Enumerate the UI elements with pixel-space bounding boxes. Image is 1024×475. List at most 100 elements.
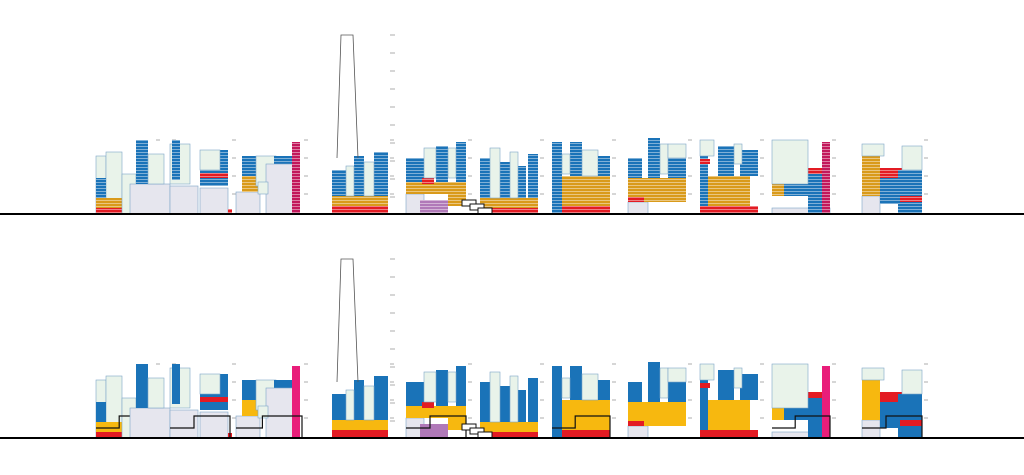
section-block-red [552,430,610,438]
massing-outline [236,415,303,438]
building-group-13 [861,139,928,215]
section-block-gray [199,187,229,215]
hatch-overlay [96,198,122,208]
hatch-overlay [332,206,388,214]
section-block-blue [136,364,148,408]
building-group-8 [480,139,544,214]
section-block-magenta [292,366,300,438]
section-block-gray [265,387,295,439]
hatch-overlay [552,206,610,214]
section-block-mint [147,377,165,409]
section-block-mint [423,371,437,403]
section-block-mint [861,367,885,381]
hatch-overlay [136,140,148,184]
hatch-overlay [552,142,562,214]
section-block-red [700,430,758,438]
section-block-blue [552,366,562,438]
hatch-overlay [456,142,466,182]
hatch-overlay [422,178,434,184]
building-group-3 [169,363,236,439]
section-block-gold [480,422,538,432]
annex-step [461,423,477,431]
building-group-7 [405,363,472,439]
section-block-purple [420,424,448,438]
hatch-overlay [228,209,232,214]
section-block-mint [509,375,519,423]
section-block-red [422,402,434,408]
section-block-mint [901,145,923,171]
section-block-blue [354,380,364,420]
hatch-overlay [354,156,364,196]
section-block-gray [235,415,261,439]
hatch-overlay [808,168,822,174]
section-block-red [480,432,538,438]
building-group-9 [552,139,616,214]
section-block-red [96,432,122,438]
hatch-overlay [570,142,582,176]
hatch-overlay [628,158,642,178]
massing-outline [170,415,231,438]
section-block-red [900,420,922,426]
hatch-overlay [668,158,686,178]
hatch-overlay [406,158,424,182]
section-block-blue [718,370,734,400]
annex-step [461,199,477,207]
annex-step [469,427,485,435]
hatch-overlay [898,170,922,214]
section-block-mint [733,367,743,389]
section-block-blue [740,374,758,400]
section-block-gold [562,400,610,430]
hatch-overlay [292,142,300,214]
section-block-blue [784,408,810,420]
hatch-overlay [862,156,880,196]
building-group-11 [699,139,764,214]
section-block-gray [129,183,171,215]
section-block-blue [570,366,582,400]
hatch-overlay [880,174,902,204]
section-block-gray [235,191,261,215]
section-block-blue [242,380,256,400]
massing-outline [772,415,831,438]
section-block-blue [668,382,686,402]
section-block-red [628,421,644,426]
building-group-9 [552,363,616,438]
building-group-8 [480,363,544,438]
massing-outline [862,415,923,438]
section-block-mint [659,367,669,399]
section-block-blue [700,380,708,430]
section-block-mint [199,149,221,171]
section-block-mint [447,147,457,179]
section-block-red [880,392,910,402]
hatch-overlay [562,176,610,206]
building-group-10 [627,362,692,439]
hatch-overlay [242,156,256,176]
hatch-overlay [242,176,258,192]
hatch-overlay [480,158,490,198]
section-block-gray [861,195,881,215]
hatch-overlay [700,156,708,206]
tower [336,34,395,198]
section-block-blue [332,394,346,420]
hatch-overlay [718,146,734,176]
section-block-blue [480,382,490,422]
section-block-blue [456,366,466,406]
hatch-overlay [200,173,228,178]
section-block-mint [667,367,687,383]
building-group-13 [861,363,928,439]
hatch-overlay [96,208,122,214]
section-block-gray [627,425,649,439]
building-group-6 [332,363,394,438]
section-block-blue [436,370,448,406]
section-block-gold [708,400,750,430]
section-block-mint [345,389,355,421]
hatch-overlay [822,142,830,214]
hatch-overlay [374,152,388,196]
section-block-mint [199,373,221,395]
section-block-mint [901,369,923,395]
hatch-overlay [420,200,448,214]
section-block-red [332,430,388,438]
section-block-magenta [822,366,830,438]
section-block-mint [771,139,809,185]
section-block-blue [648,362,660,402]
